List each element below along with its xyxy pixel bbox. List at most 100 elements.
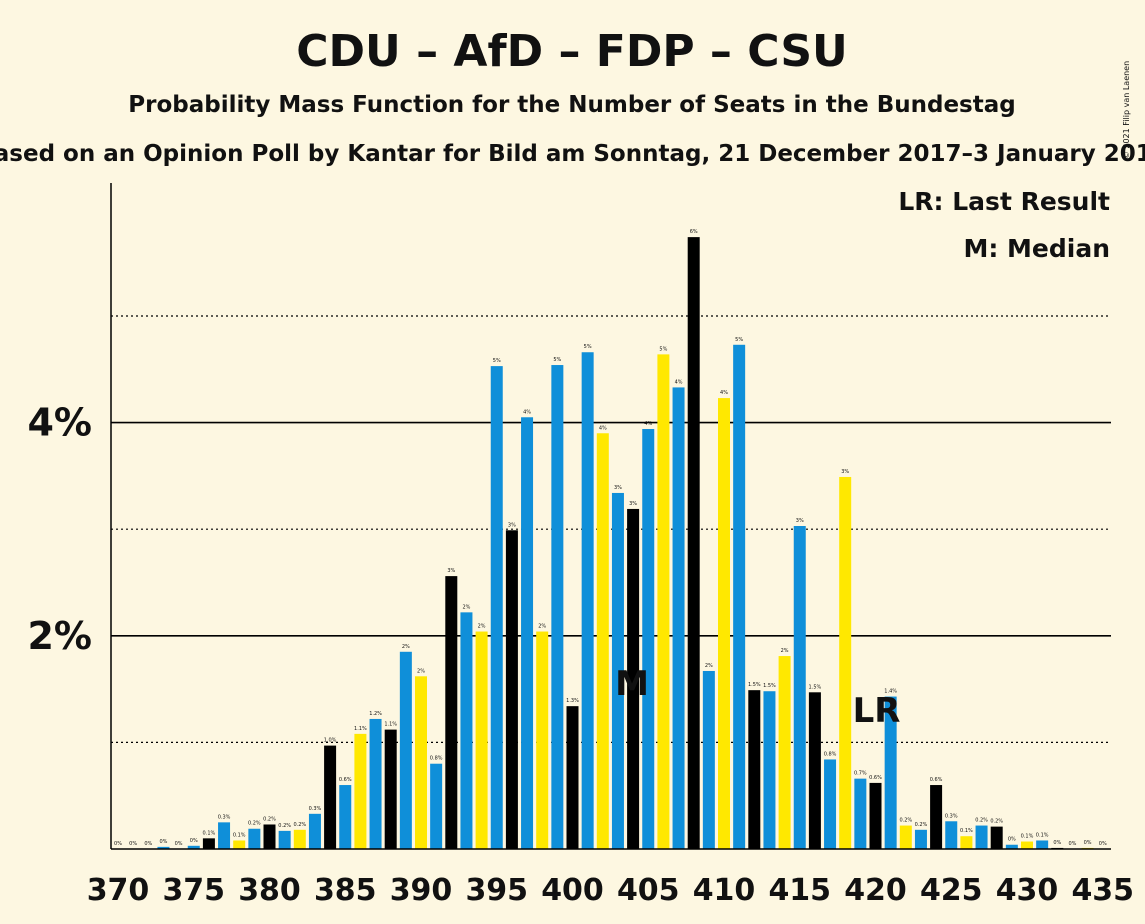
legend-last-result: LR: Last Result bbox=[898, 187, 1110, 216]
bar-label: 0.8% bbox=[824, 751, 837, 757]
x-tick-label: 405 bbox=[617, 873, 680, 908]
bar-seat-419 bbox=[854, 778, 867, 849]
bar-label: 0% bbox=[175, 841, 183, 847]
bar-label: 0% bbox=[159, 839, 167, 845]
bar-label: 3% bbox=[796, 518, 804, 524]
bar-label: 1.5% bbox=[763, 683, 776, 689]
bar-seat-395 bbox=[490, 366, 503, 849]
x-tick-label: 410 bbox=[693, 873, 756, 908]
bar-label: 0% bbox=[1099, 841, 1107, 847]
bar-label: 3% bbox=[629, 501, 637, 507]
bar-seat-373 bbox=[157, 846, 170, 849]
bar-label: 0% bbox=[190, 838, 198, 844]
bar-label: 0% bbox=[1008, 837, 1016, 843]
bar-seat-405 bbox=[642, 428, 655, 849]
bar-seat-379 bbox=[248, 828, 261, 849]
bar-seat-403 bbox=[611, 492, 624, 849]
x-tick-label: 375 bbox=[162, 873, 225, 908]
bar-label: 2% bbox=[402, 644, 410, 650]
bar-label: 0.6% bbox=[869, 775, 882, 781]
x-tick-label: 430 bbox=[996, 873, 1059, 908]
bar-label: 4% bbox=[599, 425, 607, 431]
x-tick-label: 400 bbox=[541, 873, 604, 908]
x-tick-label: 415 bbox=[768, 873, 831, 908]
bar-seat-384 bbox=[324, 745, 337, 849]
bar-seat-427 bbox=[975, 825, 988, 849]
bar-seat-424 bbox=[930, 785, 943, 849]
bar-label: 0.6% bbox=[339, 777, 352, 783]
bar-seat-397 bbox=[521, 417, 534, 849]
median-marker: M bbox=[615, 664, 649, 704]
bar-seat-377 bbox=[218, 822, 231, 849]
bar-label: 1.4% bbox=[884, 689, 897, 695]
bar-label: 0.6% bbox=[930, 777, 943, 783]
bar-label: 3% bbox=[447, 568, 455, 574]
bar-label: 0.2% bbox=[990, 819, 1003, 825]
bar-seat-420 bbox=[869, 782, 882, 849]
bar-label: 3% bbox=[841, 469, 849, 475]
bar-seat-425 bbox=[945, 821, 958, 849]
bar-seat-398 bbox=[536, 631, 549, 849]
bar-label: 3% bbox=[614, 485, 622, 491]
bar-label: 1.5% bbox=[809, 684, 822, 690]
bar-label: 0.1% bbox=[233, 832, 246, 838]
bar-label: 5% bbox=[659, 346, 667, 352]
bar-label: 0.8% bbox=[430, 756, 443, 762]
bar-seat-387 bbox=[369, 718, 382, 849]
bar-seat-410 bbox=[718, 398, 730, 849]
bar-seat-391 bbox=[430, 763, 443, 849]
bar-seat-423 bbox=[914, 829, 927, 849]
bar-label: 0.2% bbox=[278, 823, 291, 829]
bar-seat-414 bbox=[778, 656, 791, 849]
bar-label: 5% bbox=[553, 357, 561, 363]
bar-seat-393 bbox=[460, 612, 473, 849]
bar-seat-418 bbox=[839, 476, 852, 849]
bar-label: 2% bbox=[781, 648, 789, 654]
x-tick-label: 425 bbox=[920, 873, 983, 908]
bar-label: 2% bbox=[478, 624, 486, 630]
bar-seat-415 bbox=[793, 526, 806, 849]
bar-label: 2% bbox=[538, 624, 546, 630]
bar-label: 1.3% bbox=[566, 698, 579, 704]
bar-seat-383 bbox=[308, 813, 321, 849]
bar-label: 0.1% bbox=[1036, 832, 1049, 838]
bar-seat-376 bbox=[202, 838, 215, 849]
x-tick-label: 390 bbox=[390, 873, 453, 908]
x-tick-label: 370 bbox=[87, 873, 150, 908]
bar-label: 1.0% bbox=[324, 738, 337, 744]
bar-seat-396 bbox=[505, 530, 518, 849]
bar-label: 5% bbox=[735, 337, 743, 343]
bar-label: 5% bbox=[493, 358, 501, 364]
bar-label: 0.3% bbox=[309, 806, 322, 812]
bar-label: 4% bbox=[720, 390, 728, 396]
bar-label: 0% bbox=[1068, 841, 1076, 847]
x-tick-label: 395 bbox=[465, 873, 528, 908]
bar-label: 1.5% bbox=[748, 682, 761, 688]
bar-label: 0.1% bbox=[960, 828, 973, 834]
bar-seat-386 bbox=[354, 733, 367, 849]
bar-seat-428 bbox=[990, 826, 1003, 849]
x-tick-label: 420 bbox=[844, 873, 907, 908]
bar-label: 0.3% bbox=[945, 813, 958, 819]
bar-seat-429 bbox=[1005, 844, 1018, 849]
legend-median: M: Median bbox=[963, 234, 1110, 263]
bar-label: 3% bbox=[508, 522, 516, 528]
bar-label: 0% bbox=[129, 841, 137, 847]
bar-label: 4% bbox=[675, 379, 683, 385]
bar-label: 0.2% bbox=[975, 818, 988, 824]
y-tick-label: 4% bbox=[27, 401, 92, 445]
bar-seat-431 bbox=[1036, 840, 1049, 849]
bar-label: 1.2% bbox=[369, 711, 382, 717]
bar-seat-401 bbox=[581, 352, 594, 849]
bar-labels: 0% 0% 0% 0% 0%0%0.1%0.3%0.1%0.2%0.2%0.2% 0.2%… bbox=[114, 229, 1107, 847]
bar-label: 0.2% bbox=[899, 818, 912, 824]
bar-seat-417 bbox=[824, 759, 837, 849]
copyright-text: © 2021 Filip van Laenen bbox=[1122, 61, 1131, 159]
bar-seat-426 bbox=[960, 836, 973, 849]
bar-seat-400 bbox=[566, 706, 579, 849]
bar-seat-430 bbox=[1021, 841, 1033, 849]
bar-label: 4% bbox=[644, 421, 652, 427]
bar-seat-411 bbox=[733, 344, 746, 849]
bar-label: 0.2% bbox=[248, 821, 261, 827]
